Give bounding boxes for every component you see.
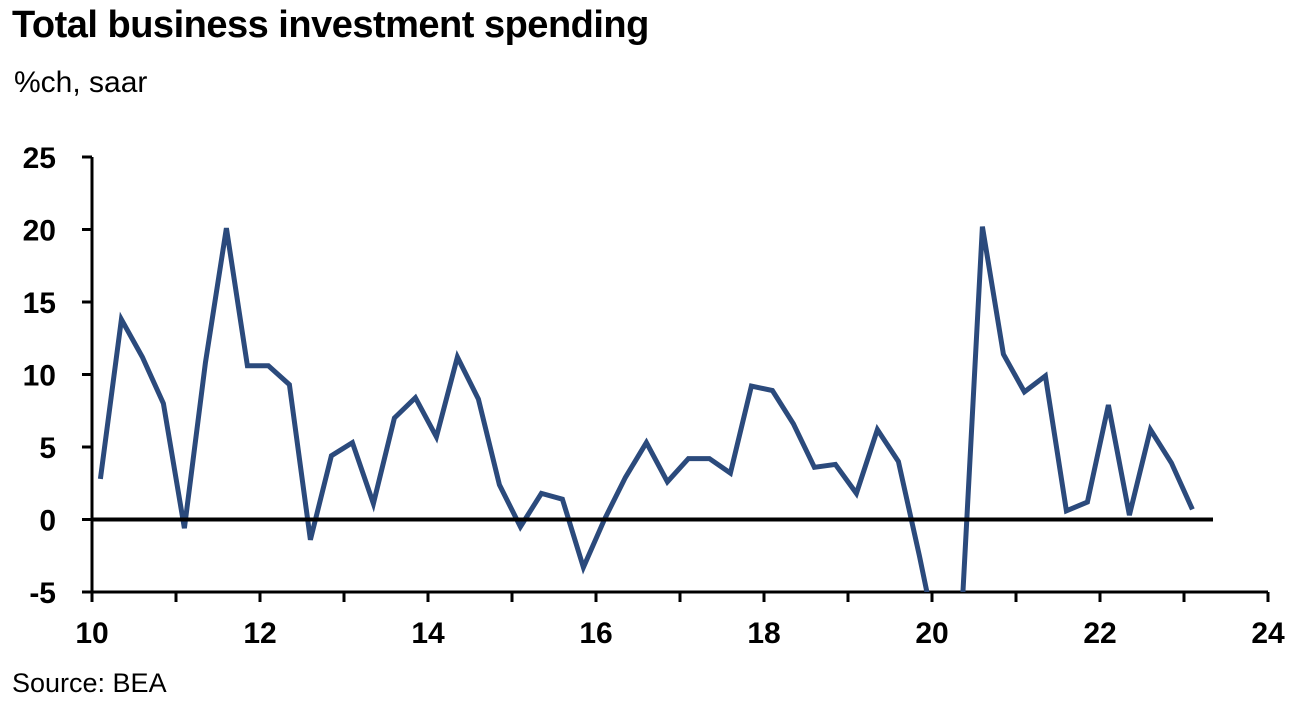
series-line-0 — [97, 226, 1195, 592]
series-layer — [97, 226, 1195, 592]
x-tick-label: 18 — [747, 617, 780, 650]
x-tick-label: 12 — [243, 617, 276, 650]
axes — [82, 155, 1270, 602]
x-tick-label: 20 — [915, 617, 948, 650]
y-tick-label: 15 — [23, 287, 56, 320]
y-tick-label: 10 — [23, 360, 56, 393]
x-tick-label: 10 — [75, 617, 108, 650]
chart-title: Total business investment spending — [12, 4, 649, 46]
source-note: Source: BEA — [12, 668, 167, 698]
y-tick-label: 20 — [23, 215, 56, 248]
y-tick-label: 5 — [39, 432, 56, 465]
y-tick-label: 25 — [23, 142, 56, 175]
x-tick-label: 14 — [411, 617, 445, 650]
y-tick-label: -5 — [29, 577, 56, 610]
x-tick-label: 16 — [579, 617, 612, 650]
y-tick-label: 0 — [39, 505, 56, 538]
tick-labels: 25 20 15 10 5 0 -5 10 12 14 16 18 20 22 24 — [23, 142, 1285, 650]
x-tick-label: 24 — [1251, 617, 1285, 650]
x-tick-label: 22 — [1083, 617, 1116, 650]
chart-subtitle: %ch, saar — [14, 66, 148, 99]
